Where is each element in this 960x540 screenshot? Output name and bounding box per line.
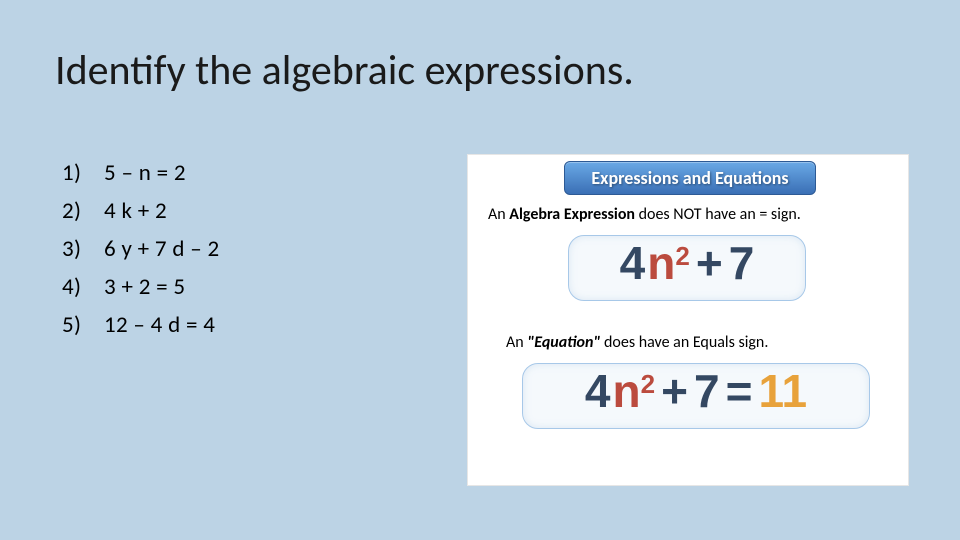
- variable: n: [613, 364, 641, 418]
- problem-number: 4): [62, 269, 104, 307]
- text: An: [506, 333, 527, 352]
- list-item: 4) 3 + 2 = 5: [62, 269, 219, 307]
- problem-number: 1): [62, 155, 104, 193]
- problem-number: 5): [62, 307, 104, 345]
- operator: +: [696, 236, 723, 290]
- info-panel: Expressions and Equations An Algebra Exp…: [468, 155, 908, 485]
- list-item: 1) 5 – n = 2: [62, 155, 219, 193]
- exponent: 2: [641, 369, 655, 400]
- exponent: 2: [675, 241, 689, 272]
- constant: 7: [694, 364, 720, 418]
- expression-example-box: 4 n 2 + 7: [568, 235, 806, 301]
- problem-expression: 4 k + 2: [104, 193, 167, 231]
- expression-definition: An Algebra Expression does NOT have an =…: [488, 205, 801, 224]
- result: 11: [758, 364, 807, 418]
- list-item: 3) 6 y + 7 d – 2: [62, 231, 219, 269]
- problem-expression: 3 + 2 = 5: [104, 269, 185, 307]
- equation-example-box: 4 n 2 + 7 = 11: [522, 363, 870, 429]
- problem-list: 1) 5 – n = 2 2) 4 k + 2 3) 6 y + 7 d – 2…: [62, 155, 219, 345]
- list-item: 2) 4 k + 2: [62, 193, 219, 231]
- problem-expression: 12 – 4 d = 4: [104, 307, 215, 345]
- coefficient: 4: [585, 364, 611, 418]
- info-banner: Expressions and Equations: [564, 161, 816, 195]
- problem-number: 3): [62, 231, 104, 269]
- page-title: Identify the algebraic expressions.: [55, 45, 634, 96]
- problem-expression: 5 – n = 2: [104, 155, 186, 193]
- problem-number: 2): [62, 193, 104, 231]
- coefficient: 4: [620, 236, 646, 290]
- equation-definition: An "Equation" does have an Equals sign.: [506, 333, 768, 352]
- list-item: 5) 12 – 4 d = 4: [62, 307, 219, 345]
- text-bold-italic: "Equation": [527, 333, 600, 352]
- text: does NOT have an = sign.: [635, 205, 801, 224]
- text: does have an Equals sign.: [600, 333, 768, 352]
- problem-expression: 6 y + 7 d – 2: [104, 231, 219, 269]
- equals-sign: =: [726, 364, 753, 418]
- text: An: [488, 205, 509, 224]
- variable: n: [647, 236, 675, 290]
- text-bold: Algebra Expression: [509, 205, 635, 224]
- slide: Identify the algebraic expressions. 1) 5…: [0, 0, 960, 540]
- operator: +: [661, 364, 688, 418]
- constant: 7: [729, 236, 755, 290]
